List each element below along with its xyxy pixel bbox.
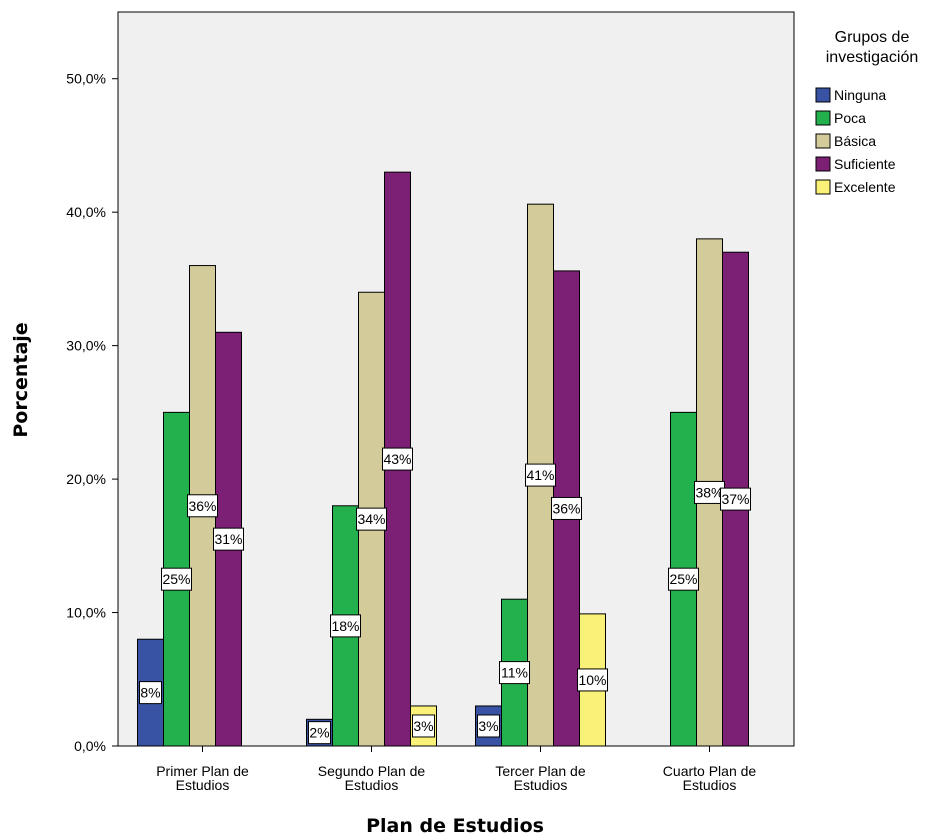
data-label-box — [525, 463, 556, 487]
x-axis-title: Plan de Estudios — [366, 815, 544, 837]
data-label: 25% — [162, 571, 190, 587]
data-label-box — [668, 567, 699, 591]
data-label: 43% — [383, 451, 411, 467]
legend-label: Suficiente — [834, 156, 896, 172]
y-tick-label: 20,0% — [66, 471, 106, 487]
x-tick-label: Estudios — [176, 777, 230, 793]
y-tick-label: 50,0% — [66, 71, 106, 87]
data-label-box — [412, 714, 435, 738]
data-label-box — [213, 527, 244, 551]
y-tick-label: 10,0% — [66, 605, 106, 621]
legend-title: Grupos de — [835, 29, 910, 46]
data-label: 34% — [357, 511, 385, 527]
x-tick-label: Estudios — [514, 777, 568, 793]
y-axis: 0,0% 10,0% 20,0% 30,0% 40,0% 50,0% — [66, 71, 118, 754]
x-tick-label: Cuarto Plan de — [663, 763, 757, 779]
data-label: 2% — [309, 725, 329, 741]
data-label-box — [551, 496, 582, 520]
data-label-box — [577, 668, 608, 692]
x-tick-label: Tercer Plan de — [495, 763, 585, 779]
data-label-box — [161, 567, 192, 591]
data-label: 31% — [214, 531, 242, 547]
y-tick-label: 30,0% — [66, 338, 106, 354]
x-tick-label: Segundo Plan de — [318, 763, 426, 779]
data-label-box — [308, 721, 331, 745]
data-label-box — [382, 447, 413, 471]
legend-label: Excelente — [834, 179, 896, 195]
data-label: 25% — [669, 571, 697, 587]
legend-swatch — [815, 179, 831, 195]
legend-swatch — [815, 133, 831, 149]
legend-label: Básica — [834, 133, 876, 149]
x-tick-label: Estudios — [683, 777, 737, 793]
data-labels-group: 8% 25% 36% 31% 2% 18% 34% 43% 3% 3% 11% 41% 36% 10% 25… — [139, 447, 751, 745]
data-label: 41% — [526, 467, 554, 483]
data-label: 3% — [413, 718, 433, 734]
data-label: 36% — [188, 498, 216, 514]
data-label: 37% — [721, 491, 749, 507]
legend-swatch — [815, 110, 831, 126]
data-label-box — [356, 507, 387, 531]
y-axis-title: Porcentaje — [10, 322, 32, 437]
data-label: 38% — [695, 484, 723, 500]
x-tick-label: Primer Plan de — [156, 763, 249, 779]
legend: Grupos de investigación Ninguna Poca Básica S… — [815, 29, 919, 195]
legend-title: investigación — [826, 49, 919, 66]
data-label: 10% — [578, 672, 606, 688]
data-label: 3% — [478, 718, 498, 734]
legend-swatch — [815, 156, 831, 172]
legend-label: Poca — [834, 110, 866, 126]
data-label-box — [330, 614, 361, 638]
legend-label: Ninguna — [834, 87, 886, 103]
data-label: 8% — [140, 685, 160, 701]
y-tick-label: 0,0% — [74, 738, 106, 754]
data-label-box — [139, 681, 162, 705]
data-label: 11% — [501, 665, 528, 681]
data-label-box — [720, 487, 751, 511]
data-label: 36% — [552, 500, 580, 516]
data-label-box — [187, 494, 218, 518]
x-tick-label: Estudios — [345, 777, 399, 793]
y-tick-label: 40,0% — [66, 204, 106, 220]
data-label-box — [499, 661, 530, 685]
legend-swatch — [815, 87, 831, 103]
data-label-box — [477, 714, 500, 738]
data-label: 18% — [331, 618, 359, 634]
